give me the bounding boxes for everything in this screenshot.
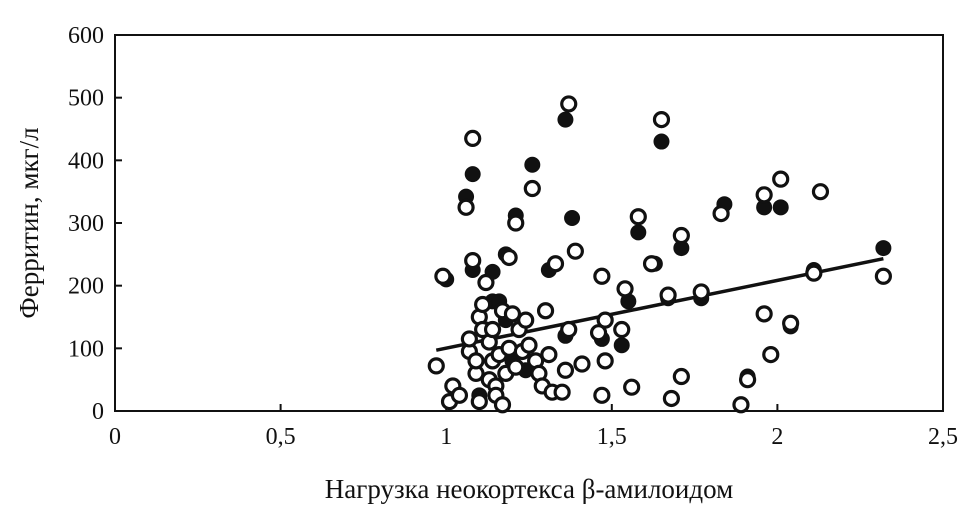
open-data-point (616, 280, 634, 298)
open-data-point (553, 383, 571, 401)
open-data-point (536, 302, 555, 320)
y-tick-label: 600 (68, 23, 104, 49)
open-data-point (460, 330, 478, 348)
filled-data-point (464, 166, 481, 183)
open-data-point (483, 320, 502, 339)
open-data-point (523, 179, 541, 198)
filled-data-point (524, 156, 541, 173)
open-data-point (573, 355, 591, 373)
filled-data-point (557, 111, 574, 128)
open-data-point (474, 295, 492, 314)
filled-data-point (772, 199, 789, 216)
y-tick-label: 500 (68, 86, 104, 112)
open-data-point (755, 186, 773, 204)
x-axis-label: Нагрузка неокортекса β-амилоидом (325, 474, 733, 504)
open-data-point (642, 255, 661, 273)
open-data-point (507, 358, 525, 376)
open-data-point (560, 320, 578, 339)
open-data-point (517, 311, 535, 329)
filled-data-point (564, 209, 581, 226)
open-data-point (464, 252, 482, 270)
x-tick-label: 1,5 (597, 424, 627, 450)
open-data-point (560, 95, 578, 113)
open-data-point (805, 264, 823, 282)
open-data-point (712, 205, 730, 223)
open-data-point (434, 267, 452, 285)
open-data-point (477, 273, 495, 292)
open-data-point (672, 367, 690, 386)
filled-data-point (653, 133, 670, 150)
open-data-point (692, 283, 710, 301)
open-series (427, 95, 892, 414)
y-tick-label: 300 (68, 211, 104, 237)
open-data-point (556, 361, 575, 379)
x-tick-label: 2 (771, 424, 783, 450)
open-data-point (629, 208, 647, 226)
y-tick-label: 0 (92, 399, 104, 425)
open-data-point (589, 324, 608, 342)
open-data-point (762, 346, 780, 364)
open-data-point (467, 352, 485, 370)
open-data-point (500, 248, 518, 267)
open-data-point (593, 267, 611, 285)
x-axis-ticks: 0 0,5 1 1,5 2 2,5 (109, 404, 958, 450)
y-axis-label: Ферритин, мкг/л (14, 127, 44, 318)
open-data-point (503, 305, 522, 323)
open-data-point (782, 314, 800, 332)
x-tick-label: 0,5 (266, 424, 296, 450)
filled-data-point (613, 337, 630, 354)
y-axis-ticks: 0 100 200 300 400 500 600 (68, 23, 122, 425)
open-data-point (874, 267, 892, 285)
filled-data-point (875, 240, 892, 257)
open-data-point (755, 305, 773, 323)
open-data-point (427, 357, 445, 375)
open-data-point (450, 386, 469, 404)
filled-data-point (630, 224, 647, 241)
open-data-point (507, 214, 525, 232)
x-tick-label: 2,5 (928, 424, 958, 450)
open-data-point (659, 286, 677, 304)
open-data-point (662, 389, 681, 408)
open-data-point (652, 110, 671, 129)
open-data-point (470, 393, 488, 411)
open-data-point (520, 336, 538, 354)
y-tick-label: 100 (68, 336, 104, 362)
open-data-point (811, 183, 830, 201)
y-tick-label: 400 (68, 148, 104, 174)
open-data-point (540, 346, 558, 364)
open-data-point (613, 320, 631, 339)
open-data-point (546, 255, 565, 273)
open-data-point (738, 371, 757, 389)
open-data-point (672, 226, 690, 245)
open-data-point (596, 352, 614, 370)
open-data-point (732, 396, 750, 414)
x-tick-label: 0 (109, 424, 121, 450)
open-data-point (566, 242, 584, 260)
open-data-point (623, 378, 641, 396)
open-data-point (464, 129, 482, 147)
open-data-point (593, 386, 611, 404)
open-data-point (772, 170, 790, 188)
open-data-point (457, 198, 475, 216)
y-tick-label: 200 (68, 274, 104, 300)
open-data-point (493, 396, 512, 414)
x-tick-label: 1 (440, 424, 452, 450)
open-data-point (596, 311, 614, 329)
